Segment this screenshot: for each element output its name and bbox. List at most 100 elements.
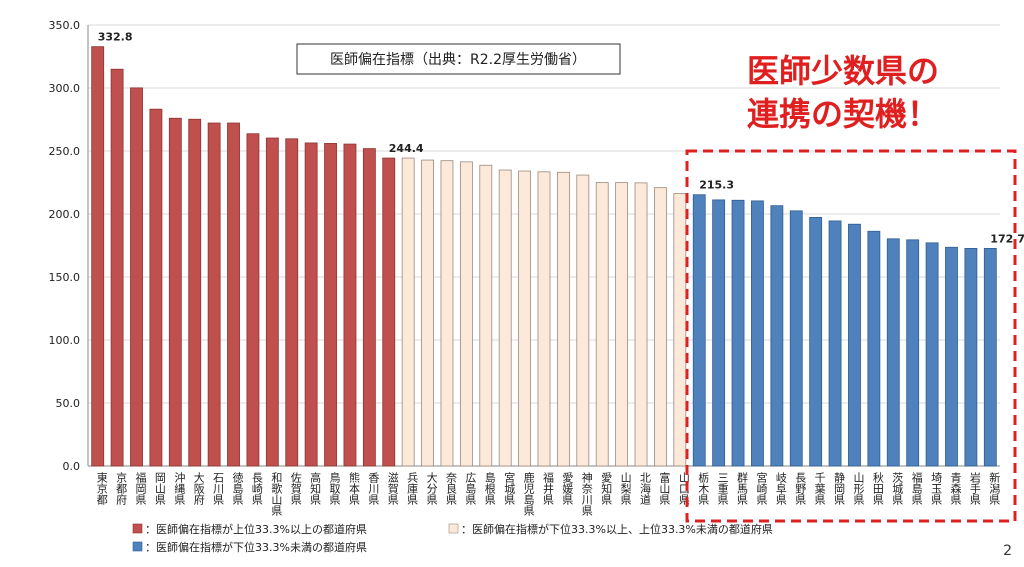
bar	[789, 210, 803, 467]
x-tick-label: 東京都	[95, 472, 108, 505]
y-tick-label: 300.0	[49, 82, 81, 95]
bar	[809, 217, 823, 467]
data-label: 172.7	[990, 232, 1024, 245]
bar	[421, 159, 434, 467]
legend-label: ：医師偏在指標が下位33.3%未満の都道府県	[145, 540, 367, 554]
bar	[246, 133, 260, 467]
bar	[130, 87, 143, 467]
bar	[343, 143, 357, 467]
legend-label: ：医師偏在指標が下位33.3%以上、上位33.3%未満の都道府県	[461, 522, 773, 536]
data-labels: 332.8 244.4 215.3 172.7	[98, 31, 1024, 246]
x-tick-label: 青森県	[949, 472, 962, 506]
bar	[227, 122, 240, 467]
x-tick-label: 沖縄県	[173, 472, 186, 506]
bar	[265, 137, 279, 467]
bar	[382, 157, 396, 467]
y-tick-label: 150.0	[49, 271, 81, 284]
y-tick-label: 250.0	[49, 145, 81, 158]
x-tick-label: 滋賀県	[386, 472, 399, 506]
bar	[848, 223, 861, 467]
y-tick-label: 350.0	[49, 19, 81, 32]
bar	[654, 187, 667, 467]
x-tick-label: 茨城県	[891, 471, 904, 506]
x-tick-label: 宮崎県	[755, 471, 768, 506]
bar	[867, 230, 881, 467]
bar	[401, 157, 415, 467]
bar	[964, 247, 978, 467]
bar	[731, 199, 745, 467]
x-tick-label: 群馬県	[736, 471, 749, 506]
x-tick-label: 岩手県	[968, 471, 981, 506]
bar	[576, 174, 590, 467]
bars	[91, 46, 997, 467]
x-tick-label: 福岡県	[134, 471, 147, 506]
data-label: 244.4	[389, 142, 424, 155]
bar	[149, 108, 163, 467]
y-tick-label: 50.0	[56, 397, 81, 410]
bar	[692, 194, 706, 467]
y-tick-label: 200.0	[49, 208, 81, 221]
bar	[518, 170, 532, 467]
x-tick-label: 石川県	[212, 472, 225, 506]
x-tick-label: 香川県	[367, 472, 380, 506]
x-tick-label: 秋田県	[871, 471, 884, 506]
bar	[634, 182, 648, 467]
x-tick-label: 埼玉県	[930, 471, 943, 506]
bar	[304, 142, 318, 467]
x-tick-label: 静岡県	[833, 471, 846, 506]
bar	[459, 161, 473, 467]
bar	[906, 239, 920, 467]
bar	[110, 68, 124, 467]
y-tick-label: 100.0	[49, 334, 81, 347]
bar	[207, 122, 221, 467]
bar	[440, 160, 454, 467]
x-tick-label: 福島県	[910, 471, 923, 506]
bar	[945, 246, 958, 467]
x-tick-label: 宮城県	[503, 471, 516, 506]
bar	[285, 138, 299, 467]
bar	[712, 199, 726, 467]
bar	[168, 117, 182, 467]
legend-swatch	[132, 523, 143, 534]
bar	[324, 143, 337, 467]
bar	[983, 247, 997, 467]
callout-line-1: 医師少数県の	[747, 52, 939, 90]
bar	[362, 148, 376, 467]
chart-title-box: 医師偏在指標（出典：R2.2厚生労働省）	[296, 43, 621, 75]
x-tick-label: 京都府	[115, 471, 128, 506]
x-tick-label: 鹿児島県	[522, 471, 535, 517]
x-tick-label: 長野県	[794, 472, 807, 506]
x-tick-label: 兵庫県	[406, 472, 419, 506]
x-tick-label: 三重県	[716, 472, 729, 506]
x-tick-label: 大阪府	[192, 471, 205, 506]
x-tick-label: 福井県	[542, 471, 555, 506]
x-tick-label: 大分県	[425, 471, 438, 506]
bar	[770, 205, 784, 467]
legend-swatch	[132, 541, 143, 552]
bar	[751, 200, 764, 467]
legend: ：医師偏在指標が上位33.3%以上の都道府県 ：医師偏在指標が下位33.3%以上、…	[132, 522, 773, 554]
x-tick-label: 鳥取県	[328, 471, 341, 506]
x-tick-label: 岡山県	[153, 472, 166, 506]
highlight-dashed-box	[685, 149, 1017, 523]
y-tick-label: 0.0	[63, 460, 81, 473]
bar	[91, 46, 105, 467]
x-tick-label: 和歌山県	[270, 472, 283, 517]
x-tick-label: 熊本県	[347, 471, 360, 506]
page-number: 2	[1003, 543, 1012, 559]
bar	[537, 171, 551, 467]
bar	[498, 169, 512, 467]
x-tick-labels: 東京都 京都府 福岡県 岡山県 沖縄県 大阪府 石川県 徳島県 長崎県 和歌山県 佐賀県 高知県 鳥取県…	[95, 471, 1001, 517]
x-tick-label: 奈良県	[444, 471, 457, 506]
x-tick-label: 富山県	[658, 471, 671, 506]
chart-title: 医師偏在指標（出典：R2.2厚生労働省）	[330, 52, 586, 68]
bar	[188, 118, 202, 467]
callout-line-2: 連携の契機！	[747, 95, 939, 133]
x-tick-label: 徳島県	[231, 472, 244, 506]
x-tick-label: 長崎県	[250, 472, 263, 506]
x-tick-label: 神奈川県	[580, 471, 593, 517]
x-tick-label: 愛知県	[600, 472, 613, 506]
bar	[615, 182, 629, 467]
x-tick-label: 岐阜県	[774, 472, 787, 506]
